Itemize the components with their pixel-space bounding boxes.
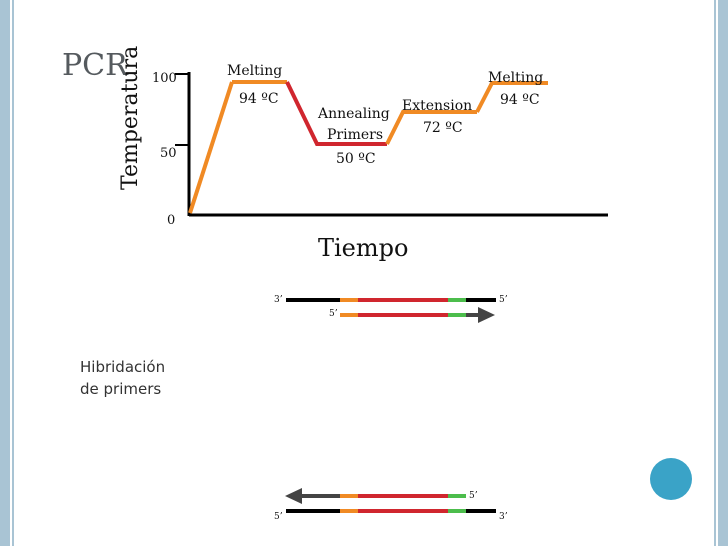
primer-extension-top <box>340 307 495 323</box>
slide-border-right <box>718 0 728 546</box>
slide-border-right-inner <box>714 0 716 546</box>
step-annealing-temp: 50 ºC <box>336 151 376 167</box>
primer-extension-bottom <box>285 488 466 504</box>
bottom-strand-right-end: 3’ <box>499 512 508 522</box>
step-melting-2-temp: 94 ºC <box>500 92 540 108</box>
y-axis-label: Temperatura <box>118 46 143 190</box>
slide-title: PCR <box>62 48 128 83</box>
top-strand-right-end: 5’ <box>499 295 508 305</box>
caption-line-1: Hibridación <box>80 358 166 376</box>
caption-line-2: de primers <box>80 380 162 398</box>
bottom-primer-right-end: 5’ <box>469 491 478 501</box>
step-annealing-label: Annealing <box>317 106 390 122</box>
top-strand-left-end: 3’ <box>274 295 283 305</box>
ramp-up-segment <box>188 81 234 214</box>
x-axis-label: Tiempo <box>318 234 408 262</box>
step-annealing-label-2: Primers <box>327 127 383 143</box>
step-extension-temp: 72 ºC <box>423 120 463 136</box>
y-tick-100: 100 <box>152 71 177 86</box>
y-tick-50: 50 <box>160 146 177 161</box>
step-melting-temp: 94 ºC <box>239 91 279 107</box>
second-melting-segment <box>475 81 548 113</box>
cool-down-segment <box>285 81 387 146</box>
y-tick-0: 0 <box>167 213 175 228</box>
decorative-circle <box>650 458 692 500</box>
left-arrowhead-icon <box>285 488 302 504</box>
slide-border-left-inner <box>12 0 14 546</box>
step-melting-2-label: Melting <box>488 70 543 86</box>
right-arrowhead-icon <box>478 307 495 323</box>
bottom-strand-left-end: 5’ <box>274 512 283 522</box>
extension-segment <box>385 110 477 145</box>
slide-border-left <box>0 0 10 546</box>
step-melting-label: Melting <box>227 63 282 79</box>
top-primer-left-end: 5’ <box>329 309 338 319</box>
caption: Hibridación de primers <box>80 356 165 400</box>
step-extension-label: Extension <box>402 98 472 114</box>
